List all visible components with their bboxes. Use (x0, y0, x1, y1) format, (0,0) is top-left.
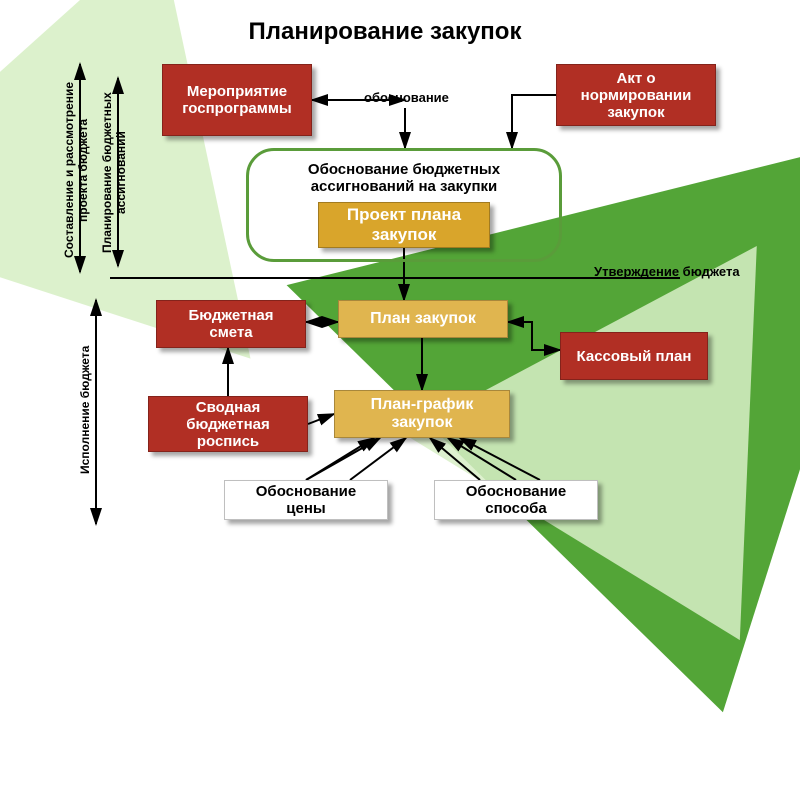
box-plan-grafik: План-график закупок (334, 390, 510, 438)
box-gosprogram: Мероприятие госпрограммы (162, 64, 312, 136)
label-utverzhdenie: Утверждение бюджета (594, 264, 740, 279)
box-obosn-sposoba: Обоснование способа (434, 480, 598, 520)
vlabel-planirovanie: Планирование бюджетных ассигнований (100, 80, 128, 266)
box-svod-rospis: Сводная бюджетная роспись (148, 396, 308, 452)
page-title: Планирование закупок (185, 18, 585, 46)
box-obosn-assign: Обоснование бюджетных ассигнований на за… (262, 156, 546, 200)
vlabel-ispolnenie: Исполнение бюджета (78, 320, 92, 500)
box-act: Акт о нормировании закупок (556, 64, 716, 126)
box-budget-smeta: Бюджетная смета (156, 300, 306, 348)
box-proekt-plan: Проект плана закупок (318, 202, 490, 248)
box-plan-zakupok: План закупок (338, 300, 508, 338)
box-kass-plan: Кассовый план (560, 332, 708, 380)
box-obosn-ceny: Обоснование цены (224, 480, 388, 520)
label-obosnovanie: обоснование (364, 90, 449, 105)
vlabel-sostavlenie: Составление и рассмотрение проекта бюдже… (62, 70, 90, 270)
